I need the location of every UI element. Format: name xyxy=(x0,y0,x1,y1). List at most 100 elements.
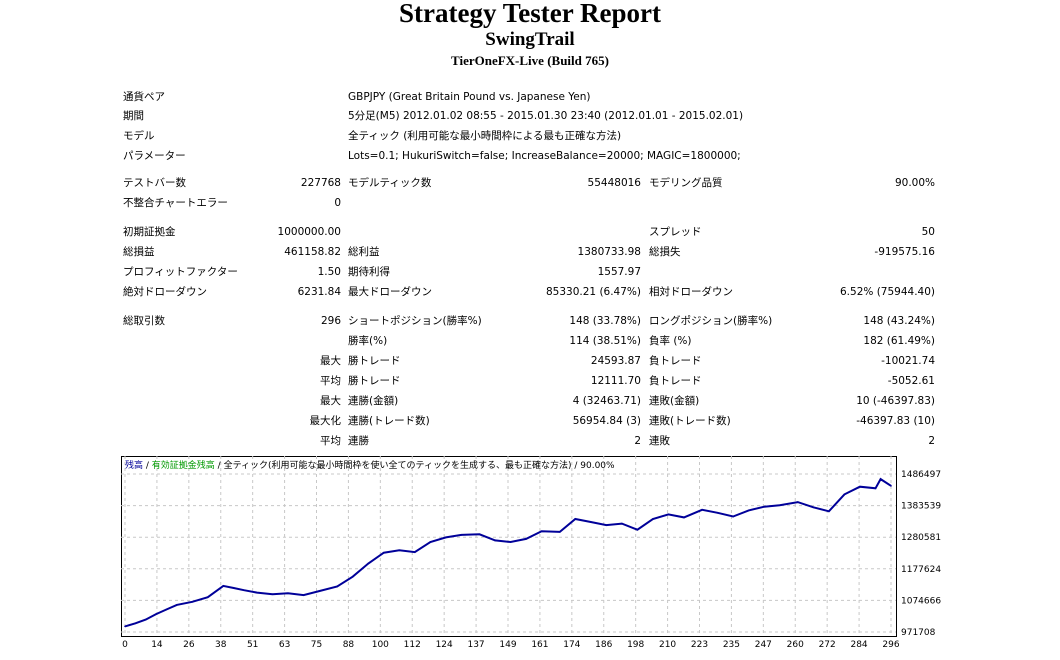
parameters-value: Lots=0.1; HukuriSwitch=false; IncreaseBa… xyxy=(348,150,741,162)
balance-points xyxy=(124,478,892,628)
gross-loss-label: 総損失 xyxy=(649,246,681,258)
profit-trades-label: 勝率(%) xyxy=(348,335,388,347)
net-profit-label: 総損益 xyxy=(123,246,155,258)
x-tick-label: 149 xyxy=(499,640,516,650)
data-point xyxy=(243,589,245,591)
chart-legend: 残高 / 有効証拠金残高 / 全ティック(利用可能な最小時間枠を使い全てのティッ… xyxy=(125,459,615,471)
cons-losses-money-label: 連敗(金額) xyxy=(649,395,700,407)
ticks-value: 55448016 xyxy=(587,177,641,189)
rel-drawdown-value: 6.52% (75944.40) xyxy=(840,286,935,298)
x-tick-label: 75 xyxy=(311,640,322,650)
short-positions-value: 148 (33.78%) xyxy=(569,315,641,327)
x-tick-label: 51 xyxy=(247,640,258,650)
maximal-label: 最大化 xyxy=(309,415,342,427)
x-tick-label: 0 xyxy=(122,640,128,650)
data-point xyxy=(747,509,750,512)
largest-label: 最大 xyxy=(320,355,341,367)
legend-model: 全ティック(利用可能な最小時間枠を使い全てのティックを生成する、最も正確な方法)… xyxy=(224,459,615,471)
quality-label: モデリング品質 xyxy=(649,177,723,189)
data-point xyxy=(207,596,209,599)
long-positions-label: ロングポジション(勝率%) xyxy=(649,315,773,327)
x-tick-label: 247 xyxy=(755,640,772,650)
x-tick-label: 260 xyxy=(787,640,804,650)
data-point xyxy=(525,538,527,540)
data-point xyxy=(191,601,194,603)
parameters-label: パラメーター xyxy=(123,150,186,162)
data-point xyxy=(667,513,670,516)
data-point xyxy=(429,541,432,543)
gross-loss-value: -919575.16 xyxy=(874,246,935,258)
data-point xyxy=(414,551,416,553)
cons-loss-value: -46397.83 (10) xyxy=(856,415,935,427)
data-point xyxy=(336,585,339,588)
largest-profit-label: 勝トレード xyxy=(348,355,401,367)
data-point xyxy=(351,575,354,578)
data-point xyxy=(763,505,765,508)
x-tick-label: 137 xyxy=(467,640,484,650)
x-tick-label: 124 xyxy=(436,640,453,650)
data-point xyxy=(134,622,137,625)
data-point xyxy=(621,522,623,525)
data-point xyxy=(590,521,592,523)
data-point xyxy=(155,613,157,615)
data-point xyxy=(509,541,512,543)
x-tick-label: 26 xyxy=(183,640,195,650)
data-point xyxy=(382,551,385,554)
maximum-label: 最大 xyxy=(320,395,341,407)
data-point xyxy=(232,587,235,589)
avg-cons-losses-value: 2 xyxy=(928,435,935,447)
x-tick-label: 235 xyxy=(723,640,740,650)
data-point xyxy=(652,518,654,520)
deposit-value: 1000000.00 xyxy=(277,226,341,238)
average-loss-value: -5052.61 xyxy=(887,375,935,387)
loss-trades-value: 182 (61.49%) xyxy=(863,335,935,347)
net-profit-value: 461158.82 xyxy=(284,246,341,258)
long-positions-value: 148 (43.24%) xyxy=(863,315,935,327)
data-point xyxy=(701,508,703,511)
profit-factor-value: 1.50 xyxy=(317,266,341,278)
x-tick-label: 198 xyxy=(627,640,644,650)
data-point xyxy=(778,504,781,506)
max-drawdown-label: 最大ドローダウン xyxy=(348,286,432,298)
data-point xyxy=(605,524,608,526)
period-label: 期間 xyxy=(123,110,144,122)
x-tick-label: 112 xyxy=(404,640,421,650)
expected-payoff-label: 期待利得 xyxy=(348,266,390,278)
data-point xyxy=(318,590,320,592)
total-trades-label: 総取引数 xyxy=(123,315,165,327)
report-title: Strategy Tester Report xyxy=(399,0,661,28)
data-point xyxy=(843,493,846,496)
x-tick-label: 296 xyxy=(882,640,899,650)
server-info: TierOneFX-Live (Build 765) xyxy=(451,53,609,68)
largest-profit-value: 24593.87 xyxy=(590,355,641,367)
data-point xyxy=(890,485,892,487)
deposit-label: 初期証拠金 xyxy=(123,226,176,238)
data-point xyxy=(460,534,463,536)
y-axis-ticks: 1486497 1383539 1280581 1177624 1074666 97170… xyxy=(901,470,941,638)
x-tick-label: 38 xyxy=(215,640,227,650)
data-point xyxy=(445,536,447,539)
loss-trades-label: 負率 (%) xyxy=(649,335,692,347)
cons-loss-label: 連敗(トレード数) xyxy=(649,415,731,427)
symbol-value: GBPJPY (Great Britain Pound vs. Japanese… xyxy=(348,91,591,103)
data-point xyxy=(287,592,289,595)
data-point xyxy=(716,512,719,514)
data-point xyxy=(879,478,882,480)
chart-grid xyxy=(121,456,896,636)
data-point xyxy=(398,549,401,552)
x-tick-label: 223 xyxy=(691,640,708,650)
average-profit-value: 12111.70 xyxy=(590,375,641,387)
bars-value: 227768 xyxy=(300,177,341,189)
model-value: 全ティック (利用可能な最小時間枠による最も正確な方法) xyxy=(348,130,622,142)
x-tick-label: 174 xyxy=(563,640,580,650)
quality-value: 90.00% xyxy=(894,177,935,189)
data-point xyxy=(222,585,225,587)
x-tick-label: 88 xyxy=(343,640,355,650)
cons-wins-money-label: 連勝(金額) xyxy=(348,395,399,407)
x-tick-label: 14 xyxy=(151,640,163,650)
data-point xyxy=(683,516,685,519)
data-point xyxy=(271,593,274,595)
balance-chart: 1486497 1383539 1280581 1177624 1074666 97170… xyxy=(121,456,941,650)
cons-profit-label: 連勝(トレード数) xyxy=(348,415,430,427)
data-point xyxy=(574,518,577,520)
